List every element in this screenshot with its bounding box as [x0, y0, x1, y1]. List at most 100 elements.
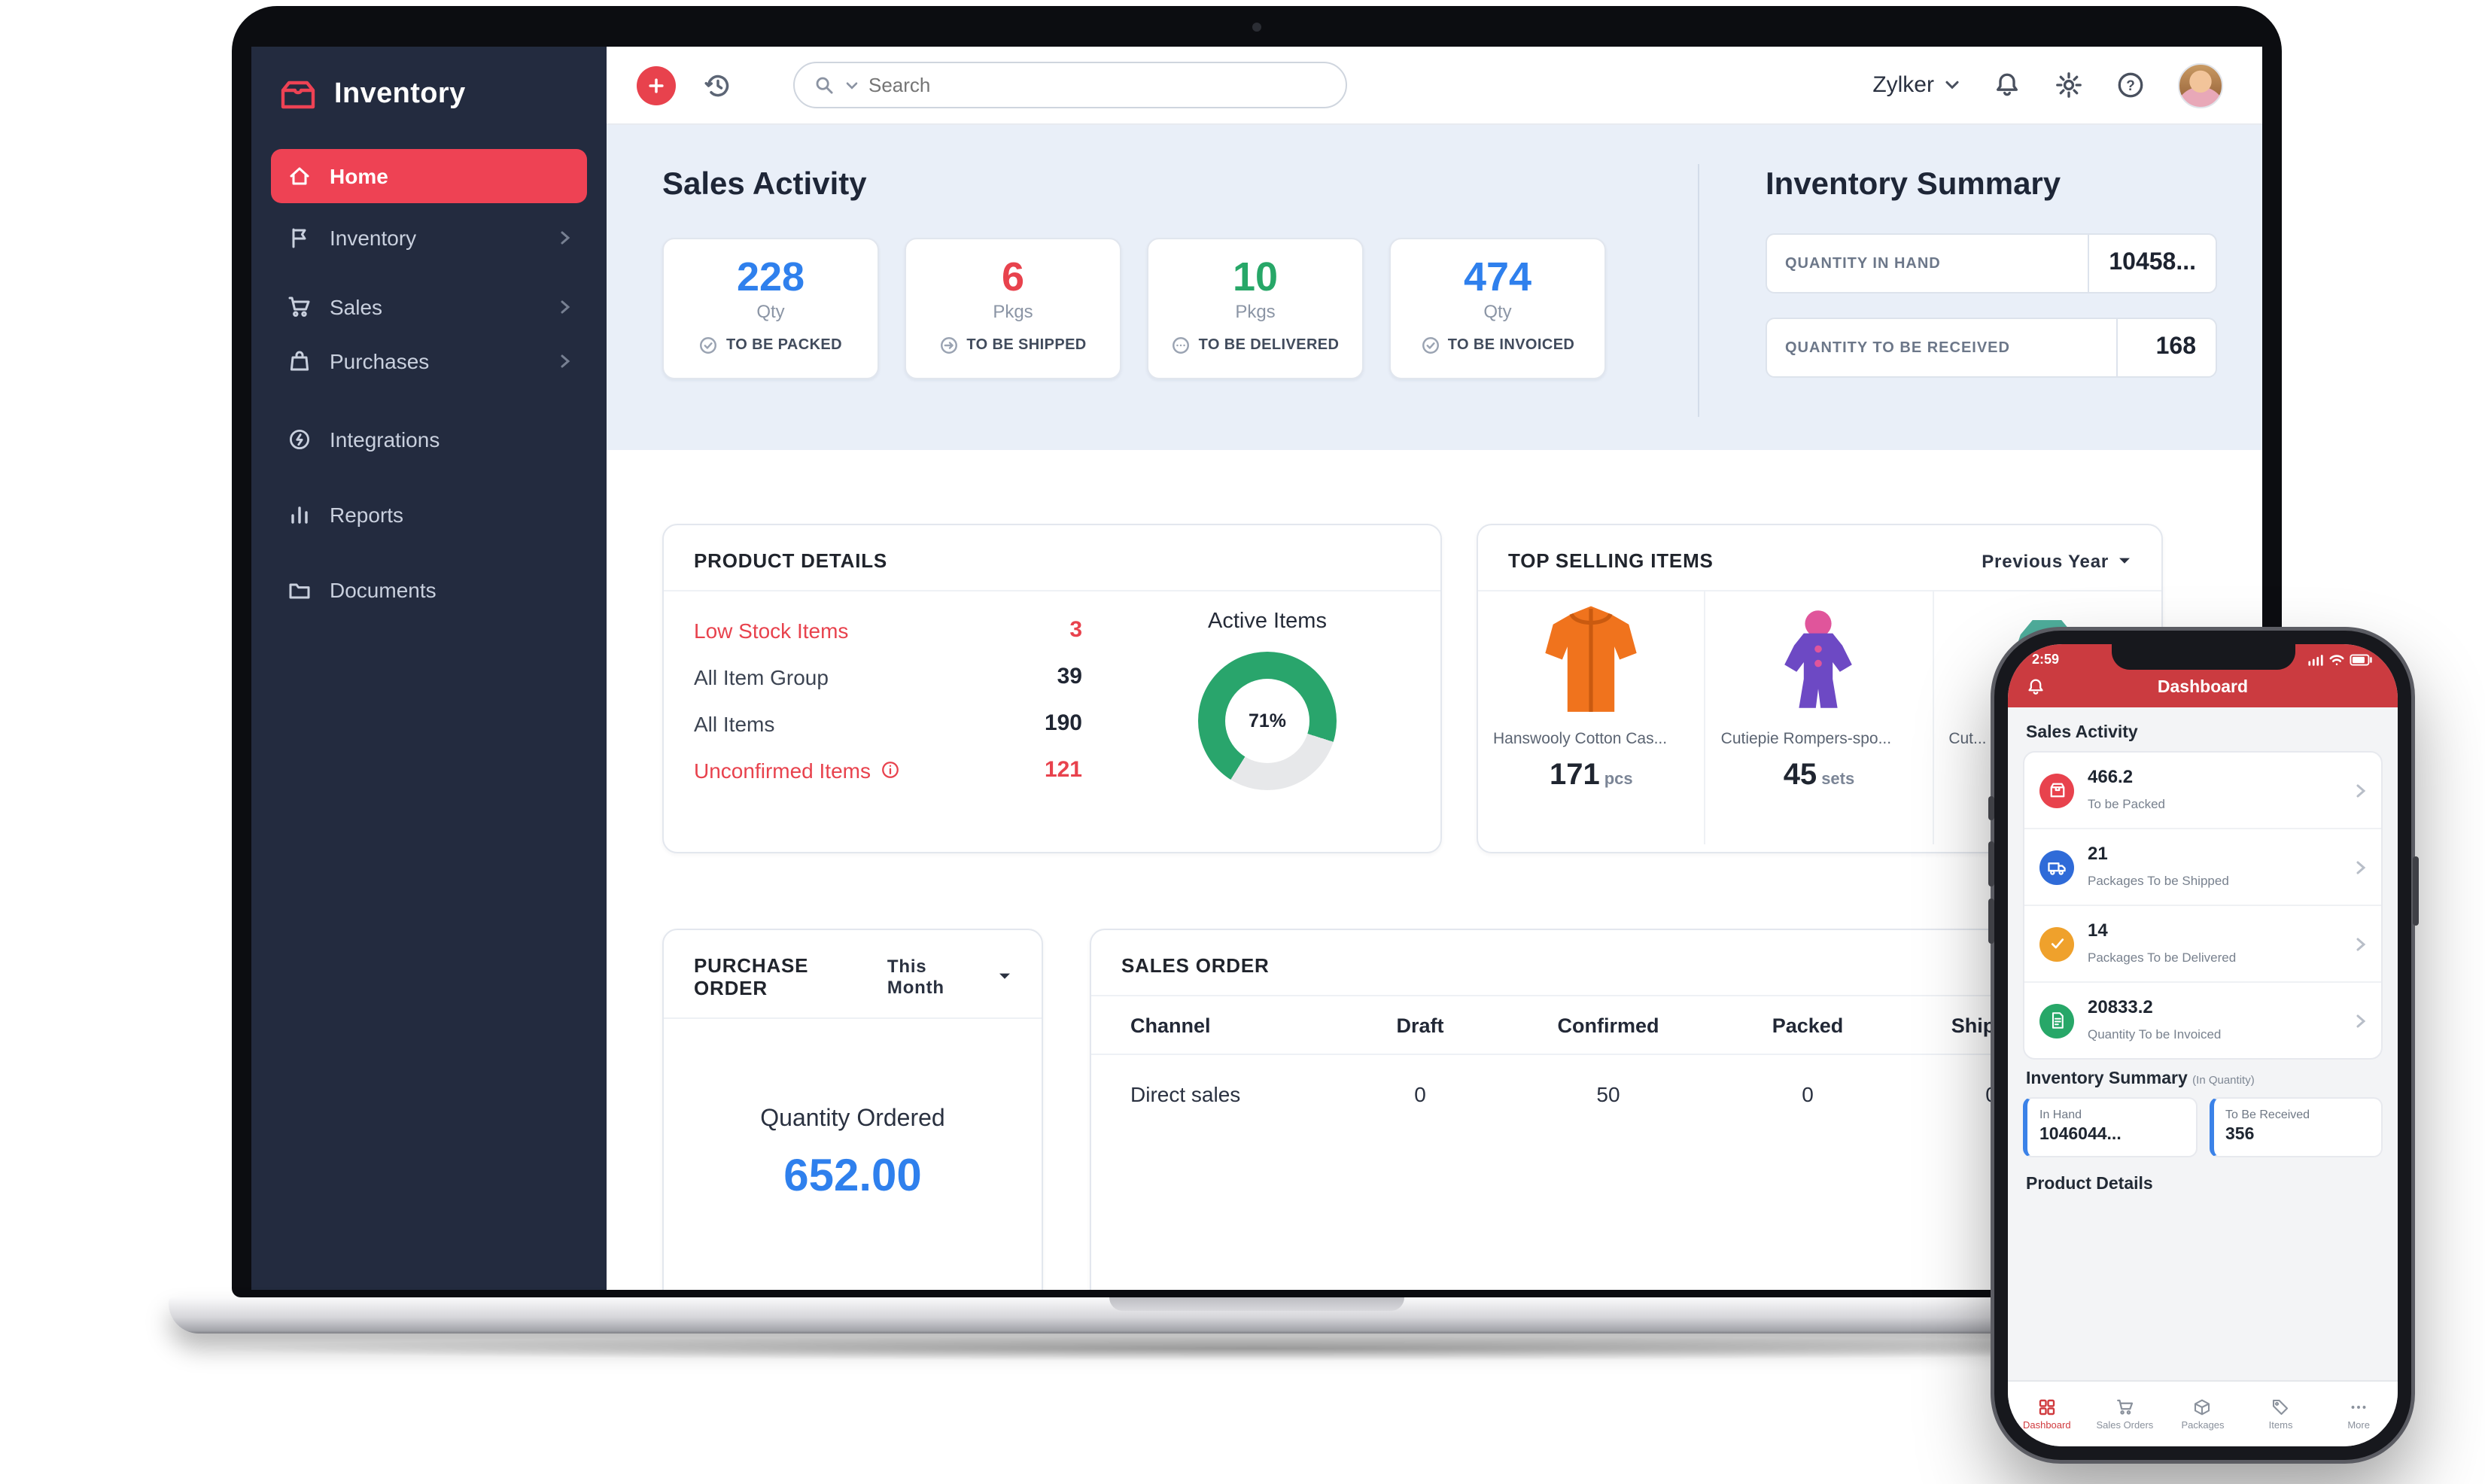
purchase-order-period-value: This Month: [887, 956, 944, 998]
sidebar-item-documents[interactable]: Documents: [271, 563, 587, 617]
to-be-packed-unit: Qty: [756, 301, 785, 323]
purchase-order-period-filter[interactable]: This Month: [887, 956, 1011, 998]
to-be-packed-card[interactable]: 228 Qty TO BE PACKED: [662, 238, 879, 379]
sidebar-item-label: Reports: [330, 503, 404, 527]
column-packed: Packed: [1772, 1014, 1844, 1036]
notifications-bell-icon[interactable]: [1993, 71, 2021, 99]
sidebar-item-label: Documents: [330, 578, 436, 602]
phone-sales-activity-title: Sales Activity: [2026, 724, 2138, 742]
bag-icon: [287, 349, 312, 373]
bar-chart-icon: [287, 503, 312, 527]
product-qty: 171: [1549, 759, 1600, 792]
phone-to-be-delivered-row[interactable]: 14 Packages To be Delivered: [2024, 906, 2381, 983]
sales-activity-section: Sales Activity 228 Qty TO BE PACKED: [607, 125, 1698, 450]
phone-sales-activity-card: 466.2 To be Packed 21 Packages To be Shi…: [2023, 751, 2383, 1060]
phone-delivered-value: 14: [2088, 919, 2108, 940]
to-be-invoiced-label: TO BE INVOICED: [1447, 337, 1575, 354]
phone-to-be-received-card[interactable]: To Be Received 356: [2209, 1097, 2383, 1157]
signal-icon: [2307, 652, 2324, 666]
home-icon: [287, 164, 312, 188]
sidebar: Inventory Home Inventory Sales: [251, 47, 607, 1290]
search-scope-chevron-icon[interactable]: [846, 81, 858, 90]
search-box[interactable]: [793, 62, 1347, 108]
tab-items[interactable]: Items: [2242, 1382, 2320, 1446]
sidebar-item-sales[interactable]: Sales: [271, 280, 587, 334]
tab-label: Packages: [2181, 1420, 2225, 1431]
sidebar-item-integrations[interactable]: Integrations: [271, 412, 587, 467]
topbar-right: Zylker ?: [1872, 62, 2223, 108]
column-confirmed: Confirmed: [1557, 1014, 1659, 1036]
all-items-row[interactable]: All Items 190: [694, 700, 1082, 747]
phone-inventory-cards: In Hand 1046044... To Be Received 356: [2023, 1097, 2383, 1157]
phone-in-hand-card[interactable]: In Hand 1046044...: [2023, 1097, 2197, 1157]
phone-to-be-shipped-row[interactable]: 21 Packages To be Shipped: [2024, 829, 2381, 906]
phone-mute-switch: [1988, 796, 1994, 820]
org-switcher[interactable]: Zylker: [1872, 72, 1960, 98]
chevron-down-icon: [998, 972, 1011, 981]
chevron-right-icon: [560, 230, 570, 245]
phone-notch: [2111, 644, 2295, 670]
tab-packages[interactable]: Packages: [2164, 1382, 2242, 1446]
to-be-shipped-card[interactable]: 6 Pkgs TO BE SHIPPED: [905, 238, 1121, 379]
recent-history-icon[interactable]: [703, 70, 733, 100]
sidebar-item-purchases[interactable]: Purchases: [271, 334, 587, 388]
laptop-shadow: [226, 1337, 2288, 1361]
phone-volume-up-button: [1988, 841, 1994, 886]
add-new-button[interactable]: [637, 65, 676, 105]
quantity-in-hand-value: 10458...: [2088, 235, 2216, 292]
search-input[interactable]: [868, 74, 1328, 96]
tab-label: Sales Orders: [2096, 1420, 2154, 1431]
phone-mockup: 2:59 Dashboard Sales Activity: [1988, 631, 2418, 1460]
settings-gear-icon[interactable]: [2055, 71, 2083, 99]
top-selling-item[interactable]: Hanswooly Cotton Cas... 171 pcs: [1478, 591, 1706, 844]
all-item-group-label: All Item Group: [694, 664, 829, 689]
cell-packed: 0: [1802, 1082, 1814, 1106]
low-stock-items-row[interactable]: Low Stock Items 3: [694, 607, 1082, 653]
flag-icon: [287, 226, 312, 250]
to-be-invoiced-card[interactable]: 474 Qty TO BE INVOICED: [1389, 238, 1606, 379]
table-row[interactable]: Direct sales 0 50 0 0: [1091, 1055, 2082, 1133]
product-unit: pcs: [1604, 771, 1633, 789]
sidebar-item-label: Home: [330, 164, 388, 188]
cart-icon: [287, 295, 312, 319]
dots-circle-icon: [1172, 336, 1191, 356]
product-details-card: PRODUCT DETAILS Low Stock Items 3 All It…: [662, 524, 1442, 853]
to-be-invoiced-unit: Qty: [1483, 301, 1512, 323]
invoice-icon: [2039, 1003, 2074, 1038]
all-item-group-row[interactable]: All Item Group 39: [694, 653, 1082, 700]
cell-draft: 0: [1414, 1082, 1426, 1106]
org-name: Zylker: [1872, 72, 1934, 98]
tag-icon: [2272, 1397, 2290, 1416]
cube-icon: [2194, 1397, 2212, 1416]
top-selling-period-filter[interactable]: Previous Year: [1982, 550, 2131, 571]
unconfirmed-items-row[interactable]: Unconfirmed Items 121: [694, 747, 1082, 793]
chevron-right-icon: [2356, 1012, 2366, 1029]
chevron-down-icon: [2118, 556, 2131, 565]
top-selling-item[interactable]: Cutiepie Rompers-spo... 45 sets: [1706, 591, 1934, 844]
info-icon[interactable]: [881, 760, 901, 780]
phone-to-be-packed-row[interactable]: 466.2 To be Packed: [2024, 753, 2381, 829]
column-channel: Channel: [1130, 1014, 1211, 1036]
phone-to-be-invoiced-row[interactable]: 20833.2 Quantity To be Invoiced: [2024, 983, 2381, 1058]
user-avatar[interactable]: [2178, 62, 2223, 108]
band-divider: [1698, 164, 1699, 417]
tab-sales-orders[interactable]: Sales Orders: [2086, 1382, 2164, 1446]
all-items-value: 190: [1044, 710, 1082, 736]
cardigan-product-image: [1493, 601, 1690, 724]
svg-text:?: ?: [2126, 78, 2135, 94]
tab-dashboard[interactable]: Dashboard: [2008, 1382, 2086, 1446]
product-details-list: Low Stock Items 3 All Item Group 39 All …: [694, 607, 1124, 793]
sidebar-item-home[interactable]: Home: [271, 149, 587, 203]
product-name: Hanswooly Cotton Cas...: [1493, 730, 1668, 748]
sidebar-item-reports[interactable]: Reports: [271, 488, 587, 542]
active-items-widget: Active Items 71%: [1124, 607, 1410, 793]
chevron-right-icon: [560, 300, 570, 315]
to-be-delivered-card[interactable]: 10 Pkgs TO BE DELIVERED: [1147, 238, 1364, 379]
phone-product-details-title: Product Details: [2026, 1175, 2153, 1194]
tab-more[interactable]: More: [2319, 1382, 2398, 1446]
inventory-logo-icon: [278, 77, 318, 113]
phone-bell-icon[interactable]: [2026, 677, 2045, 697]
sidebar-item-inventory[interactable]: Inventory: [271, 211, 587, 265]
help-icon[interactable]: ?: [2116, 71, 2145, 99]
cell-confirmed: 50: [1596, 1082, 1620, 1106]
